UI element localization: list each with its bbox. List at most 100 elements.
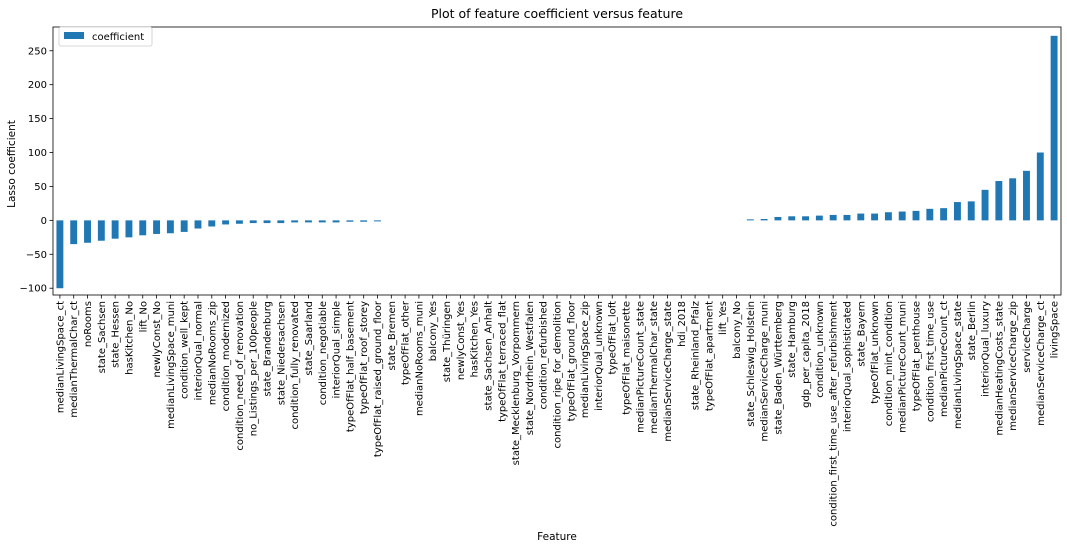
- bar: [153, 220, 161, 234]
- x-tick-label: interiorQual_normal: [193, 301, 204, 400]
- x-tick-label: lift_No: [138, 301, 149, 332]
- x-tick-label: livingSpace: [1050, 301, 1061, 358]
- bar: [760, 219, 768, 221]
- x-tick-label: typeOfFlat_apartment: [704, 301, 715, 411]
- bar: [926, 208, 934, 221]
- bar: [305, 220, 312, 223]
- bar: [125, 220, 133, 238]
- x-tick-label: typeOfFlat_roof_storey: [359, 301, 370, 414]
- x-tick-label: state_Sachsen: [97, 301, 108, 373]
- x-tick-label: medianNoRooms_muni: [414, 301, 425, 416]
- x-tick-label: typeOfFlat_half_basement: [345, 301, 356, 432]
- x-tick-label: no_Listings_per_100people: [249, 301, 260, 436]
- x-tick-label: state_Bayern: [856, 301, 867, 367]
- plot-frame: [52, 26, 1062, 296]
- bar: [332, 220, 340, 223]
- x-tick-label: medianServiceCharge_state: [663, 301, 674, 442]
- x-tick-label: medianServiceCharge_ct: [1036, 301, 1047, 426]
- x-tick-label: hasKitchen_No: [124, 301, 135, 375]
- x-tick-label: medianPictureCount_state: [635, 301, 646, 433]
- x-tick-label: medianLivingSpace_state: [953, 301, 964, 429]
- x-tick-label: interiorQual_simple: [332, 301, 343, 398]
- bar: [1036, 152, 1044, 221]
- x-tick-label: balcony_Yes: [428, 301, 439, 361]
- y-tick-label: −50: [26, 250, 47, 261]
- bar: [953, 202, 961, 221]
- x-tick-label: medianLivingSpace_zip: [580, 301, 591, 418]
- x-tick-label: condition_first_time_use_after_refurbish…: [829, 301, 840, 527]
- x-axis-label: Feature: [537, 531, 577, 543]
- bar: [788, 216, 796, 221]
- x-tick-label: condition_need_of_renovation: [235, 301, 246, 451]
- bar: [995, 181, 1003, 221]
- bar: [360, 220, 368, 222]
- bar: [967, 201, 975, 221]
- x-tick-label: typeOfFlat_terraced_flat: [497, 301, 508, 422]
- bar: [774, 216, 782, 221]
- x-tick-label: typeOfFlat_ground_floor: [566, 300, 577, 421]
- bar: [263, 220, 271, 224]
- x-tick-label: medianPictureCount_muni: [898, 301, 909, 433]
- bar: [912, 210, 920, 221]
- y-tick-label: 200: [28, 80, 47, 91]
- bar: [815, 215, 823, 221]
- bar: [222, 220, 230, 225]
- y-tick-label: −100: [20, 284, 47, 295]
- x-tick-label: typeOfFlat_raised_ground_floor: [373, 300, 384, 457]
- bar: [111, 220, 119, 239]
- bar: [898, 211, 906, 221]
- bar: [277, 220, 285, 224]
- x-ticks-group: medianLivingSpace_ct medianThermalChar_ct…: [55, 295, 1061, 527]
- legend: coefficient: [58, 26, 153, 47]
- x-tick-label: typeOfFlat_loft: [608, 301, 619, 375]
- chart-title: Plot of feature coefficient versus featu…: [431, 6, 683, 21]
- bar: [1009, 178, 1017, 221]
- x-tick-label: newlyConst_Yes: [456, 301, 467, 380]
- x-tick-label: medianLivingSpace_ct: [55, 301, 66, 413]
- x-tick-label: interiorQual_sophisticated: [842, 301, 853, 432]
- x-tick-label: lift_Yes: [718, 301, 729, 335]
- x-tick-label: condition_refurbished: [539, 301, 550, 409]
- x-tick-label: interiorQual_unknown: [594, 301, 605, 411]
- bar: [857, 213, 865, 221]
- bar: [235, 220, 243, 224]
- bar: [194, 220, 202, 229]
- x-tick-label: newlyConst_No: [152, 301, 163, 378]
- bar: [843, 214, 851, 221]
- x-tick-label: condition_unknown: [815, 301, 826, 398]
- x-tick-label: typeOfFlat_unknown: [870, 301, 881, 404]
- x-tick-label: state_Saarland: [304, 301, 315, 376]
- x-tick-label: typeOfFlat_penthouse: [912, 301, 923, 411]
- x-tick-label: condition_fully_renovated: [290, 301, 301, 430]
- y-tick-label: 150: [28, 114, 47, 125]
- bar: [802, 216, 809, 221]
- bar: [884, 212, 892, 221]
- bar: [56, 220, 64, 289]
- legend-box: [58, 26, 153, 47]
- bar: [746, 219, 754, 221]
- y-tick-label: 100: [28, 148, 47, 159]
- x-tick-label: medianHeatingCosts_state: [994, 301, 1005, 435]
- x-tick-label: interiorQual_luxury: [981, 301, 992, 397]
- y-tick-label: 0: [41, 216, 47, 227]
- x-tick-label: condition_mint_condition: [884, 301, 895, 426]
- x-tick-label: state_Hessen: [111, 301, 122, 368]
- bar: [1050, 35, 1058, 221]
- x-tick-label: serviceCharge: [1022, 301, 1033, 373]
- x-tick-label: state_Rheinland_Pfalz: [691, 301, 702, 410]
- x-tick-label: typeOfFlat_other: [401, 300, 412, 385]
- x-tick-label: state_Hamburg: [787, 301, 798, 378]
- bar: [97, 220, 105, 241]
- x-tick-label: state_Brandenburg: [263, 301, 274, 397]
- y-tick-label: 250: [28, 46, 47, 57]
- x-tick-label: medianLivingSpace_muni: [166, 301, 177, 429]
- bar: [166, 220, 174, 234]
- x-tick-label: medianNoRooms_zip: [207, 301, 218, 405]
- bar: [981, 189, 989, 221]
- x-tick-label: state_Bremen: [387, 301, 398, 370]
- x-tick-label: noRooms: [83, 301, 94, 347]
- x-tick-label: hdi_2018: [677, 301, 688, 347]
- bar: [940, 208, 948, 221]
